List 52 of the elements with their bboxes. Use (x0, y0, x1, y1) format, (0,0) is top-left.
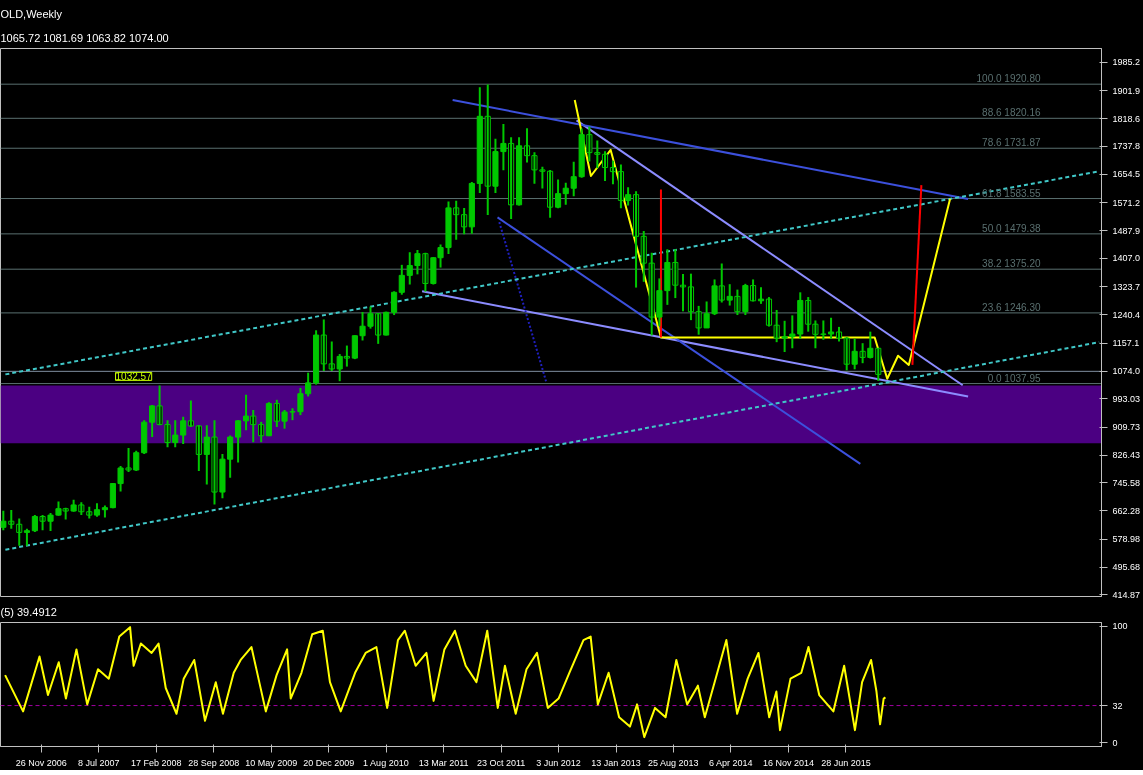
y-tick-label: 1737.8 (1112, 141, 1141, 152)
y-tick-label: 1985.2 (1112, 57, 1141, 68)
candlestick (539, 165, 546, 190)
ref-line-label: 100.0 1920.80 (976, 73, 1041, 85)
y-tick-label: 100 (1112, 621, 1128, 632)
y-tick-label: 909.73 (1112, 422, 1141, 433)
y-tick-label: 1074.0 (1112, 366, 1141, 377)
x-tick-label: 23 Oct 2011 (476, 757, 526, 768)
y-tick-label: 1818.6 (1112, 113, 1141, 124)
x-tick-label: 26 Nov 2006 (15, 757, 67, 768)
y-tick-label: 1487.9 (1112, 225, 1141, 236)
y-tick-label: 745.58 (1112, 477, 1141, 488)
x-tick-label: 20 Dec 2009 (303, 757, 355, 768)
x-tick-label: 8 Jul 2007 (78, 757, 120, 768)
x-tick-label: 17 Feb 2008 (130, 757, 182, 768)
x-tick-label: 13 Jan 2013 (591, 757, 641, 768)
ref-line-label: 38.2 1375.20 (982, 258, 1041, 270)
x-tick-label: 6 Apr 2014 (708, 757, 753, 768)
x-tick-label: 10 May 2009 (245, 757, 298, 768)
y-tick-label: 1407.0 (1112, 253, 1141, 264)
ref-line-label: 61.8 1583.55 (982, 187, 1041, 199)
y-tick-label: 662.28 (1112, 505, 1141, 516)
y-tick-label: 1157.1 (1112, 338, 1140, 349)
x-tick-label: 28 Sep 2008 (188, 757, 240, 768)
y-tick-label: 414.87 (1112, 589, 1141, 600)
ref-line-label: 78.6 1731.87 (982, 137, 1041, 149)
y-tick-label: 32 (1112, 700, 1123, 711)
x-tick-label: 1 Aug 2010 (363, 757, 409, 768)
y-tick-label: 1240.4 (1112, 309, 1141, 320)
candlestick (820, 319, 827, 341)
x-tick-label: 3 Jun 2012 (536, 757, 581, 768)
chart-title: OLD,Weekly (0, 7, 63, 20)
y-tick-label: 993.03 (1112, 393, 1141, 404)
y-tick-label: 1323.7 (1112, 281, 1141, 292)
ref-line-label: 88.6 1820.16 (982, 107, 1041, 119)
y-tick-label: 1654.5 (1112, 169, 1141, 180)
y-tick-label: 0 (1112, 737, 1118, 748)
ref-line-label: 50.0 1479.38 (982, 222, 1041, 234)
ref-line-label: 0.0 1037.95 (987, 372, 1041, 384)
x-tick-label: 13 Mar 2011 (418, 757, 469, 768)
x-tick-label: 28 Jun 2015 (821, 757, 871, 768)
line-series (4, 626, 887, 739)
y-tick-label: 495.68 (1112, 562, 1141, 573)
chart-subtitle: 1065.72 1081.69 1063.82 1074.00 (0, 31, 169, 44)
ref-line-label: 23.6 1246.30 (982, 301, 1041, 313)
chart-title: (5) 39.4912 (0, 605, 57, 618)
y-tick-label: 826.43 (1112, 450, 1141, 461)
y-tick-label: 578.98 (1112, 534, 1141, 545)
x-tick-label: 16 Nov 2014 (762, 757, 814, 768)
x-tick-label: 25 Aug 2013 (648, 757, 699, 768)
y-tick-label: 1571.2 (1112, 197, 1141, 208)
y-tick-label: 1901.9 (1112, 85, 1141, 96)
